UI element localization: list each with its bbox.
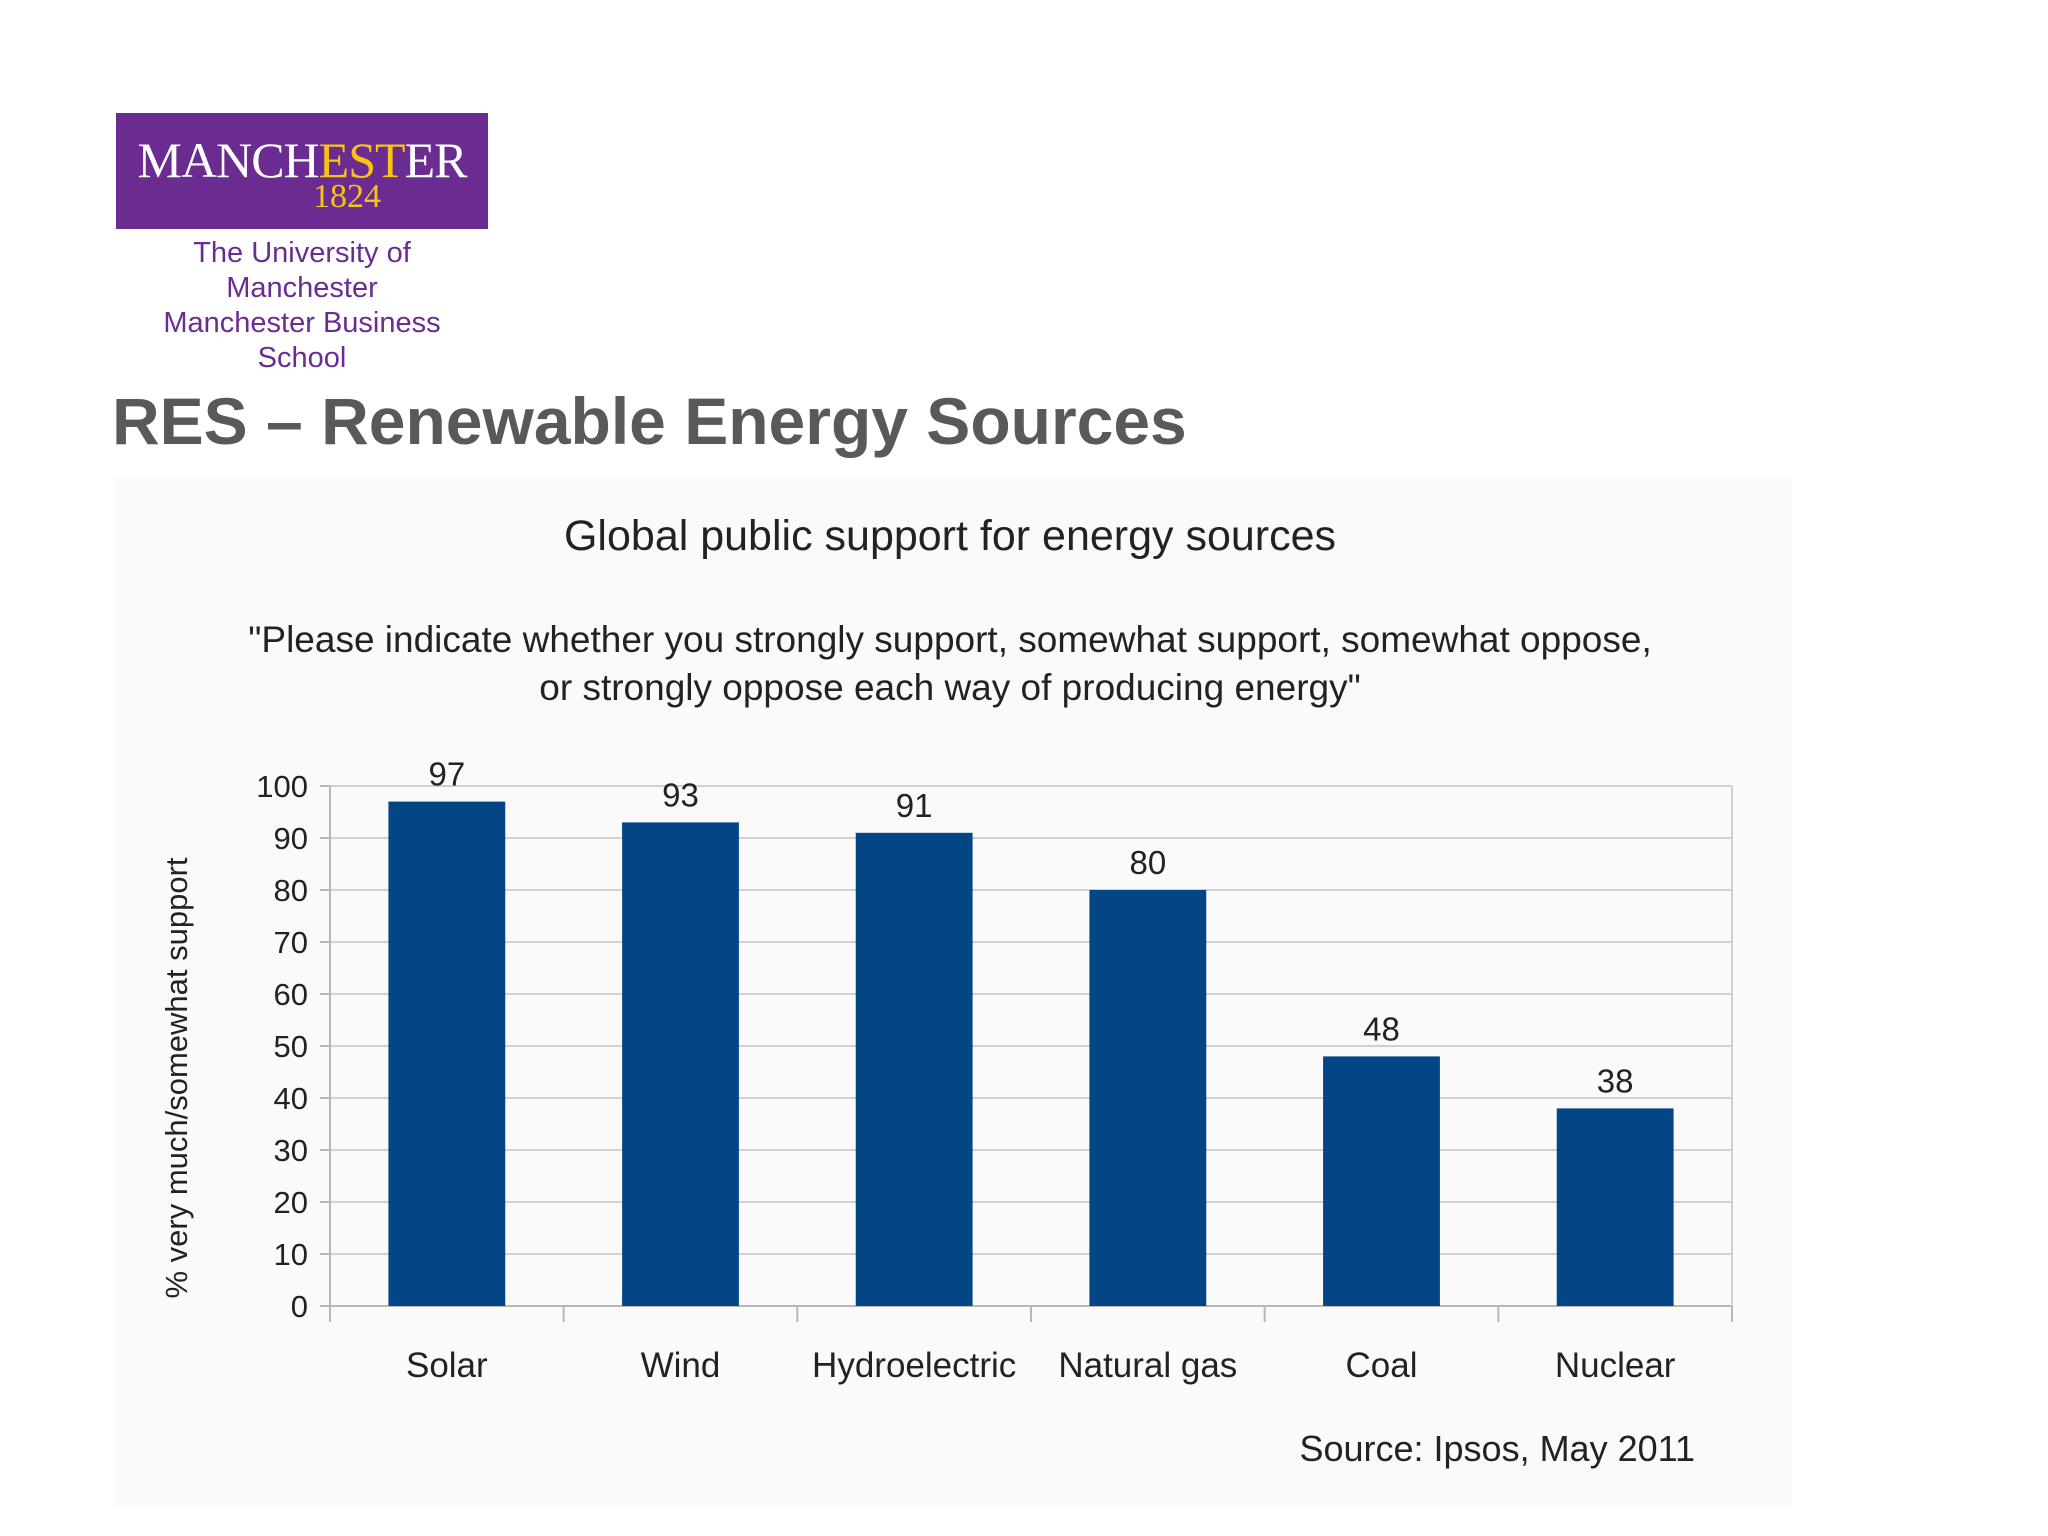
y-axis-ticks: 0 10 20 30 40 50 60 70 80 90 100	[256, 769, 308, 1324]
y-tick-label: 20	[274, 1185, 308, 1220]
bar	[855, 832, 973, 1306]
chart-title: Global public support for energy sources	[564, 512, 1336, 560]
chart-panel: Global public support for energy sources…	[115, 476, 1792, 1508]
category-label: Solar	[406, 1346, 488, 1385]
manchester-logo: MANCHESTER 1824	[116, 113, 488, 229]
data-labels: 97 93 91 80 48 38	[428, 756, 1633, 1100]
category-label: Wind	[641, 1346, 721, 1385]
y-tick-label: 30	[274, 1133, 308, 1168]
gridlines	[320, 785, 1733, 1322]
bar-chart: Global public support for energy sources…	[159, 512, 1733, 1469]
y-tick-label: 70	[274, 925, 308, 960]
data-label: 93	[662, 776, 699, 813]
bars	[388, 801, 1674, 1306]
y-tick-label: 0	[291, 1289, 308, 1324]
category-label: Coal	[1346, 1346, 1418, 1385]
x-axis-categories: Solar Wind Hydroelectric Natural gas Coal Nuc…	[406, 1346, 1676, 1385]
chart-subtitle-line-2: or strongly oppose each way of producing…	[539, 667, 1360, 708]
y-tick-label: 90	[274, 821, 308, 856]
bar	[388, 801, 506, 1306]
y-tick-label: 100	[256, 769, 308, 804]
bar	[1323, 1056, 1440, 1306]
data-label: 80	[1129, 844, 1166, 881]
chart-subtitle-line-1: "Please indicate whether you strongly su…	[248, 619, 1651, 660]
bar	[1556, 1108, 1674, 1306]
logo-school-name: Manchester Business School	[163, 307, 441, 374]
y-tick-label: 50	[274, 1029, 308, 1064]
logo-university-name: The University of Manchester	[193, 237, 411, 304]
logo-wordmark: MANCHESTER	[137, 132, 468, 188]
y-tick-label: 80	[274, 873, 308, 908]
slide-title: RES – Renewable Energy Sources	[112, 384, 1187, 458]
category-label: Hydroelectric	[812, 1346, 1016, 1385]
chart-source: Source: Ipsos, May 2011	[1299, 1428, 1695, 1469]
bar	[622, 822, 739, 1306]
category-label: Nuclear	[1555, 1346, 1676, 1385]
bar	[1089, 890, 1207, 1306]
data-label: 38	[1597, 1062, 1634, 1099]
data-label: 97	[428, 756, 465, 793]
logo-subtitle: The University of Manchester Manchester …	[116, 236, 488, 376]
y-tick-label: 10	[274, 1237, 308, 1272]
y-axis-label: % very much/somewhat support	[159, 857, 194, 1298]
category-label: Natural gas	[1058, 1346, 1237, 1385]
data-label: 91	[896, 787, 933, 824]
y-tick-label: 40	[274, 1081, 308, 1116]
data-label: 48	[1363, 1010, 1400, 1047]
y-tick-label: 60	[274, 977, 308, 1012]
logo-year: 1824	[313, 178, 381, 215]
